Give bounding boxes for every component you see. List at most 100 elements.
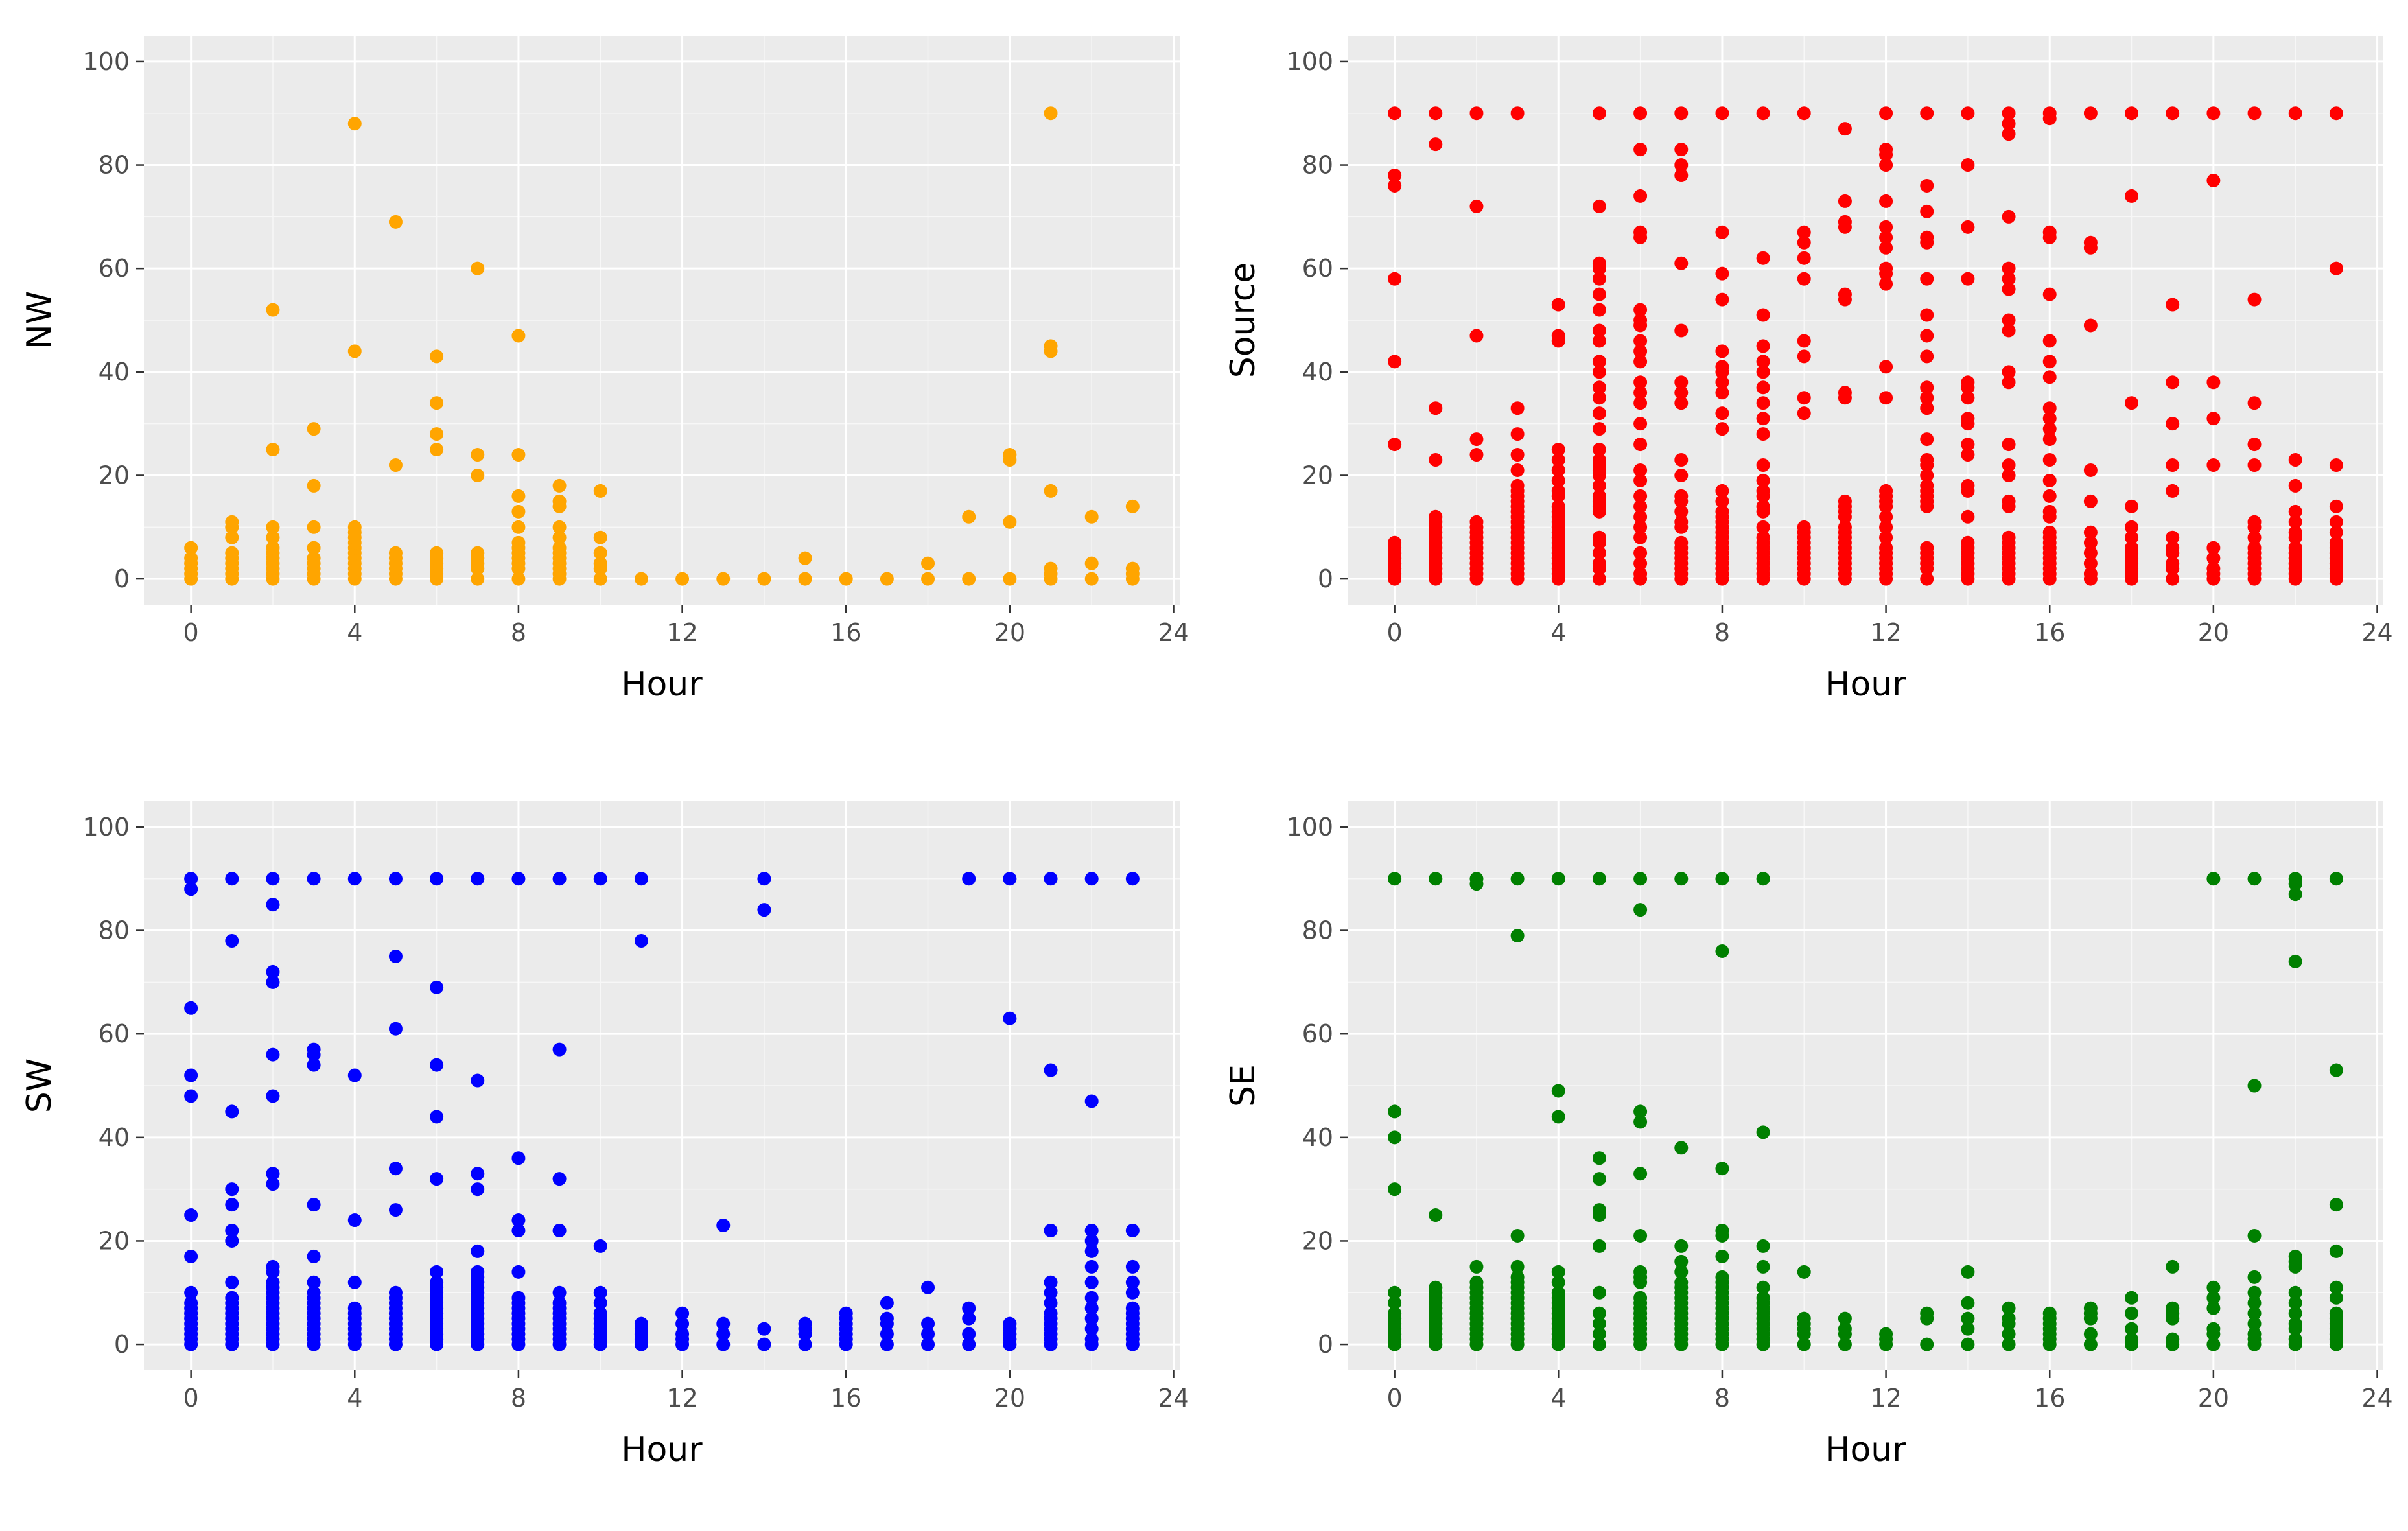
x-tick-label: 8 (511, 618, 526, 647)
data-point (1633, 556, 1648, 570)
data-point (2042, 334, 2057, 348)
data-point (307, 1198, 321, 1212)
data-point (2288, 504, 2302, 519)
data-point (757, 903, 771, 917)
data-point (1756, 380, 1770, 395)
data-point (1592, 199, 1606, 213)
data-point (1920, 178, 1934, 193)
data-point (2288, 541, 2302, 555)
y-tick-label: 20 (99, 1226, 130, 1255)
data-point (2206, 458, 2221, 472)
data-point (1469, 448, 1484, 462)
x-tick-label: 20 (994, 1384, 1025, 1412)
data-point (2329, 1306, 2343, 1320)
y-tick-label: 80 (1302, 917, 1333, 945)
data-point (307, 551, 321, 565)
data-point (634, 1316, 648, 1331)
data-point (307, 478, 321, 493)
data-point (962, 1337, 976, 1351)
data-point (1633, 509, 1648, 524)
data-point (388, 1285, 403, 1300)
data-point (266, 898, 280, 912)
data-point (184, 551, 198, 565)
data-point (1879, 509, 1893, 524)
data-point (1961, 448, 1975, 462)
data-point (2042, 225, 2057, 239)
data-point (1633, 189, 1648, 203)
data-point (1633, 530, 1648, 544)
data-point (1551, 872, 1565, 886)
data-point (2288, 515, 2302, 529)
data-point (1756, 355, 1770, 369)
data-point (1920, 272, 1934, 286)
data-point (1633, 1228, 1648, 1243)
data-point (962, 1301, 976, 1315)
data-point (2083, 463, 2098, 477)
data-point (1961, 272, 1975, 286)
data-point (225, 530, 239, 544)
data-point (2206, 1291, 2221, 1305)
data-point (2166, 530, 2180, 544)
data-point (1469, 432, 1484, 447)
data-point (2002, 127, 2016, 141)
data-point (2125, 1306, 2139, 1320)
x-tick-label: 16 (2034, 1384, 2065, 1412)
data-point (225, 1291, 239, 1305)
x-tick-label: 8 (1714, 618, 1730, 647)
data-point (2125, 396, 2139, 410)
data-point (225, 546, 239, 560)
data-point (1551, 463, 1565, 477)
data-point (1633, 1167, 1648, 1181)
data-point (1551, 1110, 1565, 1124)
y-tick-label: 40 (99, 358, 130, 386)
data-point (2166, 1332, 2180, 1346)
data-point (1510, 1270, 1525, 1284)
data-point (430, 349, 444, 364)
data-point (1469, 199, 1484, 213)
data-point (1633, 438, 1648, 452)
data-point (1838, 386, 1852, 400)
data-point (1674, 256, 1689, 270)
y-tick-label: 0 (114, 565, 130, 593)
data-point (1469, 106, 1484, 121)
data-point (1551, 473, 1565, 487)
data-point (1838, 520, 1852, 534)
data-point (2042, 287, 2057, 301)
data-point (2002, 1311, 2016, 1326)
data-point (2206, 106, 2221, 121)
x-tick-label: 12 (1870, 1384, 1901, 1412)
y-tick-label: 100 (1286, 47, 1333, 76)
data-point (593, 1239, 607, 1253)
data-point (2042, 1306, 2057, 1320)
data-point (2288, 954, 2302, 968)
data-point (266, 872, 280, 886)
data-point (1084, 1291, 1099, 1305)
data-point (1633, 303, 1648, 317)
data-point (1715, 106, 1729, 121)
x-tick-label: 20 (994, 618, 1025, 647)
scatter-series (1388, 872, 2343, 1351)
data-point (1469, 1259, 1484, 1274)
data-point (2288, 1285, 2302, 1300)
y-tick-label: 40 (99, 1123, 130, 1152)
data-point (1510, 478, 1525, 493)
data-point (1592, 546, 1606, 560)
x-tick-label: 16 (830, 1384, 861, 1412)
data-point (2288, 1296, 2302, 1310)
data-point (1592, 1203, 1606, 1217)
data-point (1592, 443, 1606, 457)
data-point (1510, 448, 1525, 462)
data-point (1084, 556, 1099, 570)
data-point (2247, 530, 2262, 544)
data-point (1715, 422, 1729, 436)
y-axis-title: NW (20, 291, 59, 349)
x-tick-label: 8 (1714, 1384, 1730, 1412)
data-point (2247, 541, 2262, 555)
data-point (388, 949, 403, 963)
data-point (1797, 106, 1811, 121)
data-point (2329, 1063, 2343, 1077)
data-point (1920, 230, 1934, 244)
y-tick-label: 20 (99, 461, 130, 489)
chart-se: 0 4 8 12 16 20 24 0 20 40 60 80 100 Hour SE (1224, 801, 2393, 1469)
data-point (1879, 106, 1893, 121)
